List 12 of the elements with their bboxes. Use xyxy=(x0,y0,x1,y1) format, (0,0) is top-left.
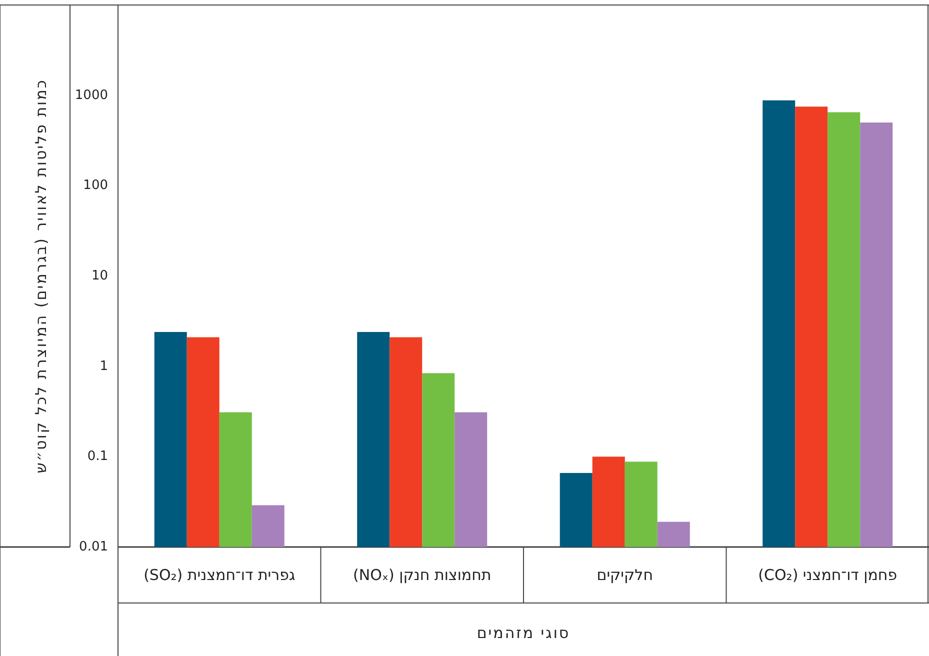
x-tick-label: פחמן דו־חמצני (CO₂) xyxy=(758,566,898,584)
y-tick-label: 10 xyxy=(91,268,108,284)
y-tick-label: 1 xyxy=(100,358,108,374)
y-tick-label: 1000 xyxy=(74,88,108,103)
y-tick-label: 100 xyxy=(83,178,108,194)
x-tick-label: תחמוצות חנקן (NOₓ) xyxy=(353,566,492,584)
y-tick-label: 0.1 xyxy=(87,449,108,464)
y-axis-title: כמות פליטות לאוויר (בגרמים) המיוצרת לכל קוט״ש xyxy=(32,78,50,474)
x-tick-label: חלקיקים xyxy=(596,566,654,584)
x-tick-label: גפרית דו־חמצנית (SO₂) xyxy=(144,566,296,584)
y-tick-label: 0.01 xyxy=(79,540,108,554)
x-axis-title: סוגי מזהמים xyxy=(476,624,570,642)
